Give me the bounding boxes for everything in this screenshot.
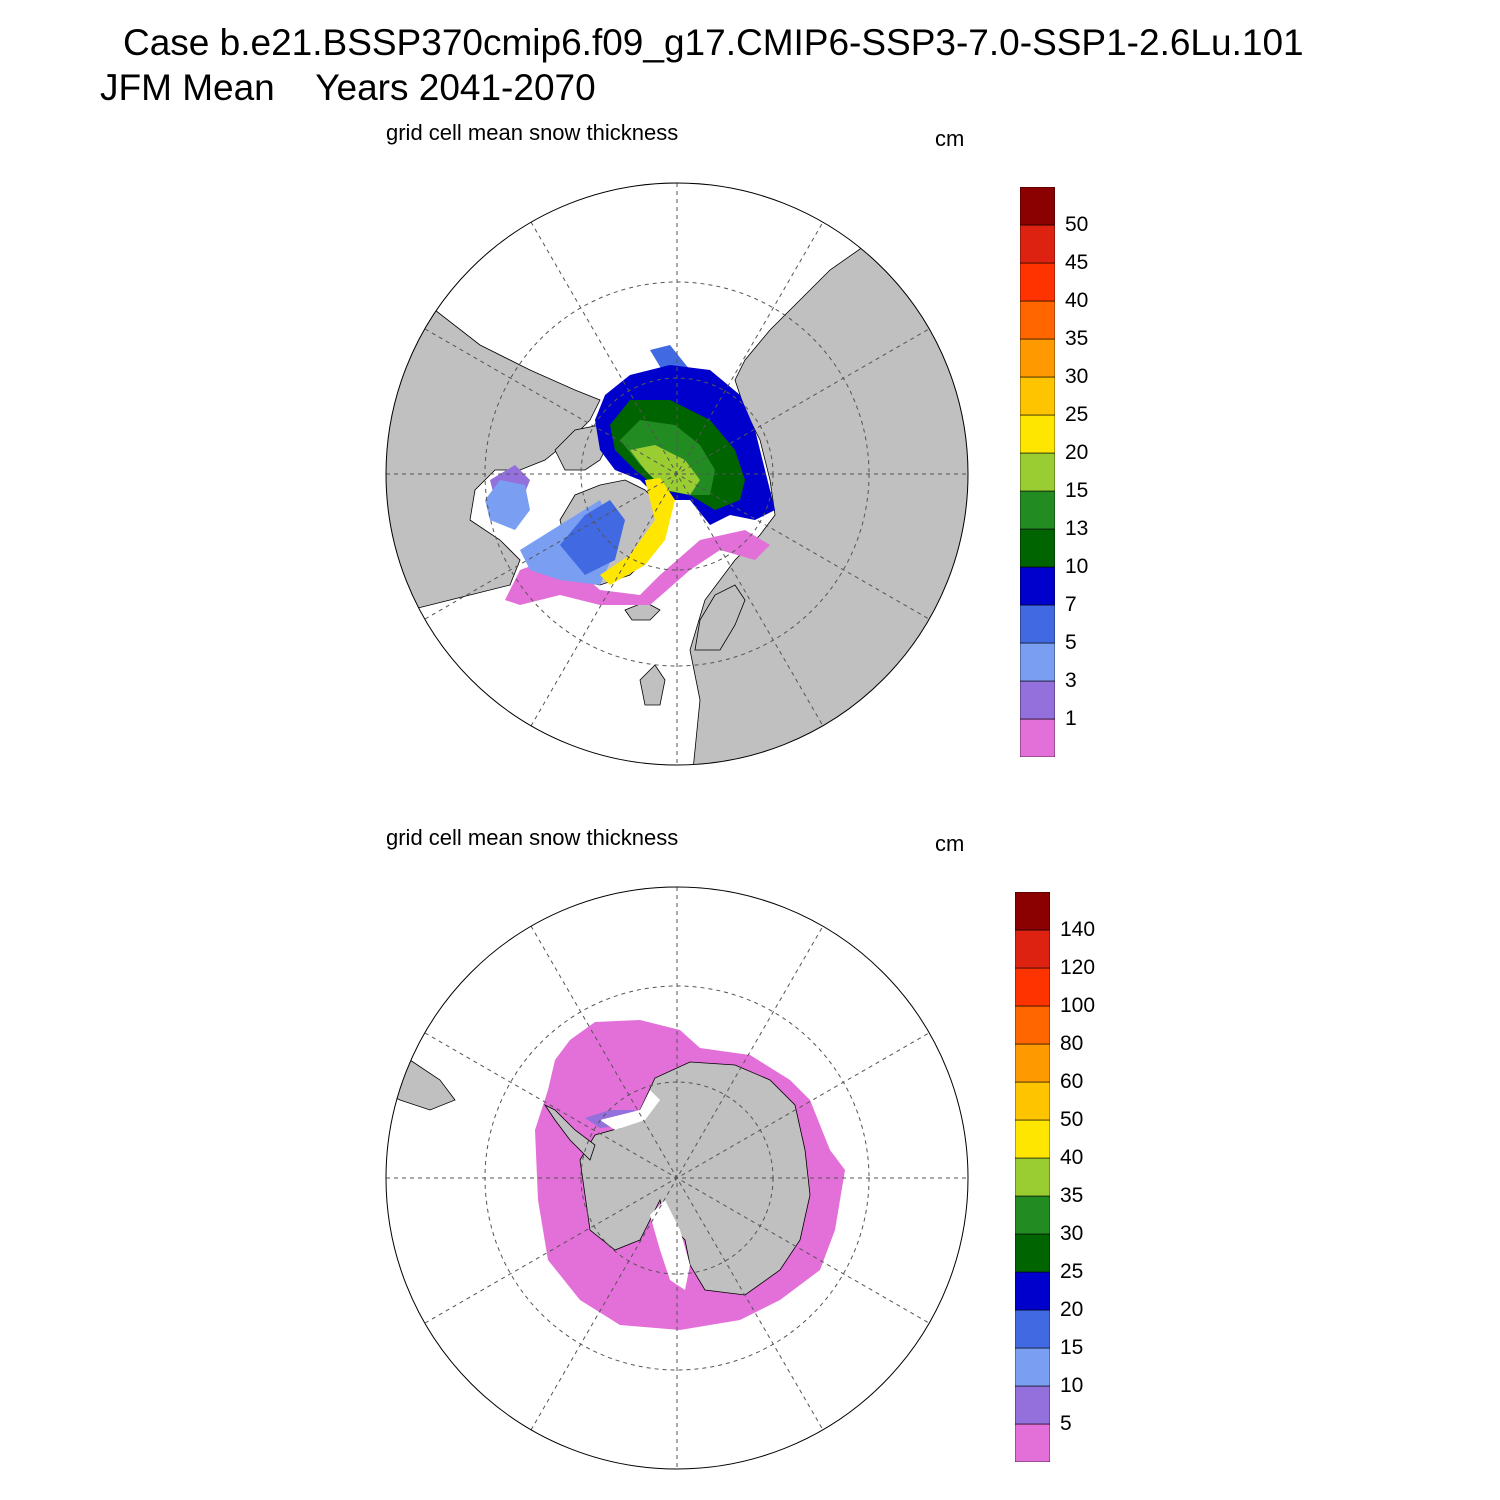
colorbar-tick-label: 3 bbox=[1065, 669, 1077, 692]
colorbar-swatch bbox=[1015, 1043, 1050, 1083]
colorbar-swatch bbox=[1020, 262, 1055, 302]
arctic-colorbar bbox=[1020, 187, 1055, 757]
colorbar-tick-label: 5 bbox=[1065, 631, 1077, 654]
colorbar-tick-label: 20 bbox=[1060, 1298, 1084, 1321]
colorbar-tick-label: 140 bbox=[1060, 918, 1096, 941]
scandinavia-land bbox=[694, 584, 746, 651]
colorbar-swatch bbox=[1015, 1233, 1050, 1273]
colorbar-swatch bbox=[1020, 566, 1055, 606]
colorbar-swatch bbox=[1015, 1309, 1050, 1349]
panel2-units-label: cm bbox=[935, 831, 965, 856]
figure-title-line1: Case b.e21.BSSP370cmip6.f09_g17.CMIP6-SS… bbox=[123, 22, 1304, 63]
colorbar-tick-label: 13 bbox=[1065, 517, 1089, 540]
colorbar-tick-label: 10 bbox=[1065, 555, 1089, 578]
colorbar-tick-label: 15 bbox=[1065, 479, 1089, 502]
colorbar-tick-label: 40 bbox=[1060, 1146, 1084, 1169]
colorbar-tick-label: 50 bbox=[1060, 1108, 1084, 1131]
colorbar-tick-label: 40 bbox=[1065, 289, 1089, 312]
colorbar-tick-label: 20 bbox=[1065, 441, 1089, 464]
colorbar-swatch bbox=[1015, 1271, 1050, 1311]
colorbar-tick-label: 50 bbox=[1065, 213, 1089, 236]
antarctic-colorbar bbox=[1015, 892, 1050, 1462]
colorbar-swatch bbox=[1015, 1081, 1050, 1121]
colorbar-swatch bbox=[1015, 1005, 1050, 1045]
panel1-units-label: cm bbox=[935, 126, 965, 151]
colorbar-swatch bbox=[1020, 187, 1055, 226]
ross-ice-shelf bbox=[650, 1200, 690, 1290]
colorbar-swatch bbox=[1015, 967, 1050, 1007]
colorbar-swatch bbox=[1020, 718, 1055, 757]
colorbar-tick-label: 15 bbox=[1060, 1336, 1084, 1359]
colorbar-swatch bbox=[1015, 1119, 1050, 1159]
arctic-graticule bbox=[386, 183, 968, 765]
colorbar-tick-label: 35 bbox=[1065, 327, 1089, 350]
colorbar-tick-label: 45 bbox=[1065, 251, 1089, 274]
colorbar-tick-label: 7 bbox=[1065, 593, 1077, 616]
colorbar-swatch bbox=[1020, 376, 1055, 416]
arctic-snow-band-25cm bbox=[600, 478, 675, 585]
panel2-field-label: grid cell mean snow thickness bbox=[386, 825, 679, 850]
colorbar-swatch bbox=[1015, 1347, 1050, 1387]
panel1-field-label: grid cell mean snow thickness bbox=[386, 120, 679, 145]
colorbar-tick-label: 80 bbox=[1060, 1032, 1084, 1055]
colorbar-tick-label: 30 bbox=[1065, 365, 1089, 388]
colorbar-tick-label: 10 bbox=[1060, 1374, 1084, 1397]
colorbar-swatch bbox=[1020, 642, 1055, 682]
colorbar-swatch bbox=[1020, 300, 1055, 340]
colorbar-swatch bbox=[1015, 929, 1050, 969]
colorbar-swatch bbox=[1015, 892, 1050, 931]
colorbar-swatch bbox=[1015, 1157, 1050, 1197]
colorbar-tick-label: 25 bbox=[1065, 403, 1089, 426]
colorbar-tick-label: 35 bbox=[1060, 1184, 1084, 1207]
colorbar-tick-label: 5 bbox=[1060, 1412, 1072, 1435]
antarctic-peninsula-land bbox=[543, 1103, 596, 1161]
arctic-map-border bbox=[385, 182, 969, 766]
north-america-land bbox=[386, 299, 601, 621]
colorbar-swatch bbox=[1015, 1195, 1050, 1235]
arctic-polar-map bbox=[385, 182, 969, 766]
weddell-ice-shelf bbox=[600, 1090, 660, 1130]
colorbar-tick-label: 60 bbox=[1060, 1070, 1084, 1093]
colorbar-swatch bbox=[1020, 680, 1055, 720]
colorbar-tick-label: 120 bbox=[1060, 956, 1096, 979]
antarctic-graticule bbox=[386, 887, 968, 1469]
figure-title-line2: JFM Mean Years 2041-2070 bbox=[100, 67, 596, 108]
colorbar-tick-label: 100 bbox=[1060, 994, 1096, 1017]
british-isles-land bbox=[639, 664, 666, 706]
arctic-snow-band-1cm bbox=[505, 530, 770, 605]
colorbar-tick-label: 1 bbox=[1065, 707, 1077, 730]
colorbar-swatch bbox=[1015, 1385, 1050, 1425]
colorbar-swatch bbox=[1015, 1423, 1050, 1462]
arctic-snow-band-7cm bbox=[560, 345, 690, 575]
antarctic-map-border bbox=[385, 886, 969, 1470]
colorbar-tick-label: 30 bbox=[1060, 1222, 1084, 1245]
colorbar-swatch bbox=[1020, 528, 1055, 568]
colorbar-tick-label: 25 bbox=[1060, 1260, 1084, 1283]
